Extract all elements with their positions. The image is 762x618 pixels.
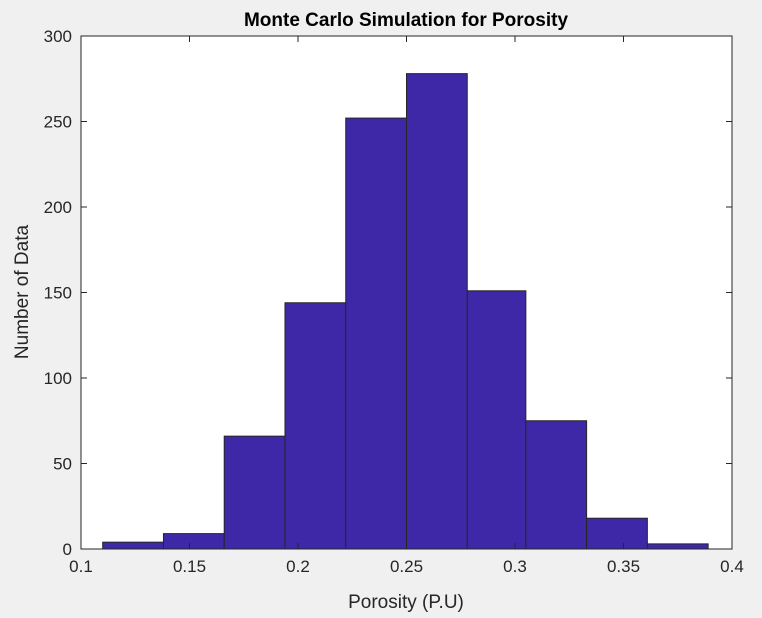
histogram-bar-2 [223, 435, 286, 550]
x-tick-label-4: 0.3 [503, 557, 527, 576]
x-tick-label-5: 0.35 [607, 557, 640, 576]
y-tick-label-3: 150 [44, 284, 72, 303]
y-tick-labels: 0 50 100 150 200 250 300 [44, 27, 72, 559]
histogram-bar-7 [525, 420, 588, 550]
y-tick-label-6: 300 [44, 27, 72, 46]
chart-title: Monte Carlo Simulation for Porosity [244, 10, 569, 31]
x-tick-label-1: 0.15 [173, 557, 206, 576]
histogram-bar-9 [646, 543, 709, 550]
x-tick-labels: 0.1 0.15 0.2 0.25 0.3 0.35 0.4 [69, 557, 744, 576]
histogram-bar-3 [284, 302, 347, 550]
histogram-bar-1 [162, 533, 225, 550]
x-tick-label-3: 0.25 [390, 557, 423, 576]
histogram-bars [102, 73, 709, 550]
histogram-bar-5 [406, 73, 468, 550]
y-tick-label-4: 200 [44, 198, 72, 217]
x-axis-label: Porosity (P.U) [348, 592, 464, 613]
x-tick-label-6: 0.4 [720, 557, 744, 576]
x-tick-label-2: 0.2 [286, 557, 310, 576]
y-tick-label-2: 100 [44, 369, 72, 388]
histogram-bar-4 [345, 117, 407, 550]
y-tick-label-1: 50 [53, 455, 72, 474]
histogram-bar-6 [466, 290, 527, 550]
histogram-bar-0 [102, 541, 164, 550]
y-axis-label: Number of Data [12, 225, 33, 360]
axes-box [80, 35, 733, 550]
x-tick-label-0: 0.1 [69, 557, 93, 576]
histogram-bar-8 [586, 517, 648, 550]
y-tick-label-5: 250 [44, 113, 72, 132]
y-tick-label-0: 0 [63, 540, 72, 559]
